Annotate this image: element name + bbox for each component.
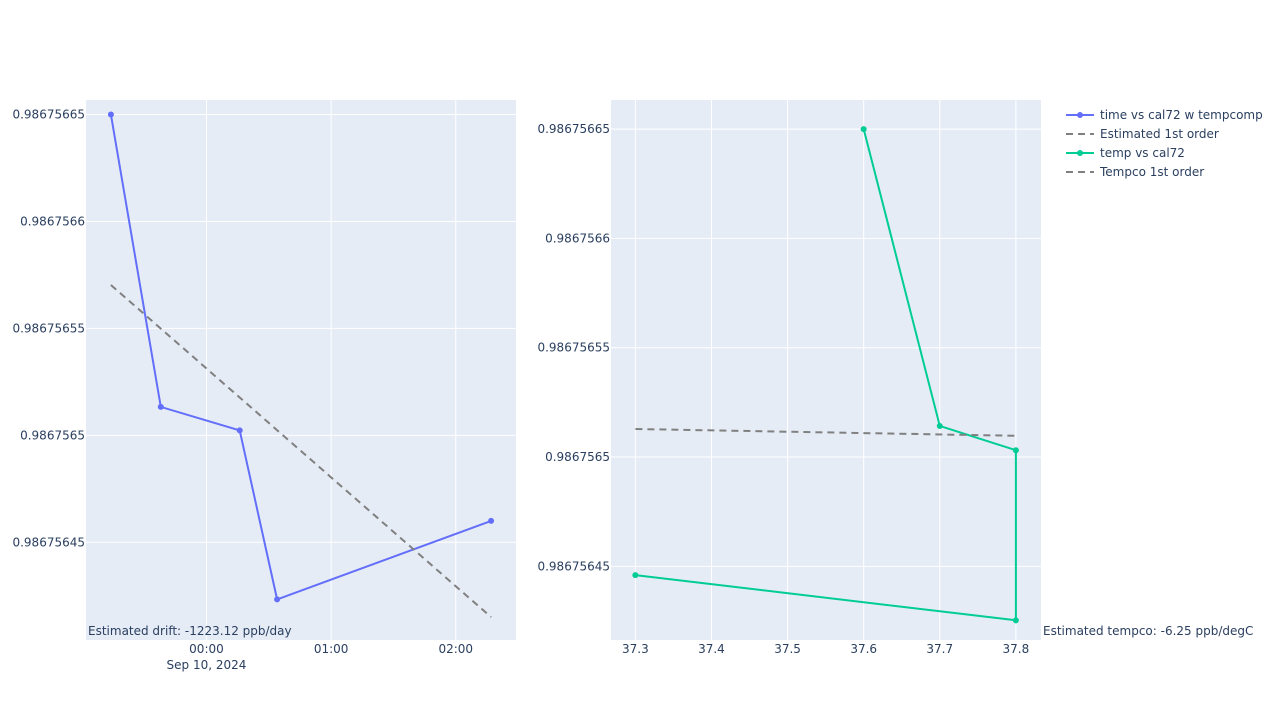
y-tick-label: 0.98675645 bbox=[537, 559, 610, 573]
plot-area bbox=[86, 100, 516, 640]
y-tick-label: 0.9867566 bbox=[20, 214, 85, 228]
y-tick-label: 0.98675655 bbox=[12, 321, 85, 335]
x-tick-label: 37.7 bbox=[926, 642, 953, 656]
x-tick-label: 37.5 bbox=[774, 642, 801, 656]
y-tick-label: 0.98675665 bbox=[537, 122, 610, 136]
legend-marker-swatch bbox=[1077, 112, 1083, 118]
y-tick-label: 0.9867566 bbox=[545, 231, 610, 245]
subplot-temperature: 37.3 37.4 37.5 37.6 37.7 37.8 0.98675645 0.9867… bbox=[537, 100, 1253, 656]
legend-label: Tempco 1st order bbox=[1099, 165, 1204, 179]
data-point-time-vs-cal72-w-tempcomp bbox=[107, 111, 114, 118]
legend-marker-swatch bbox=[1077, 150, 1083, 156]
x-tick-label: 37.6 bbox=[850, 642, 877, 656]
data-point-time-vs-cal72-w-tempcomp bbox=[157, 403, 164, 410]
plot-area bbox=[611, 100, 1041, 640]
data-point-temp-vs-cal72 bbox=[1012, 617, 1019, 624]
x-tick-label: 37.4 bbox=[698, 642, 725, 656]
series-line-tempco-1st-order bbox=[635, 428, 1016, 437]
data-point-temp-vs-cal72 bbox=[1012, 447, 1019, 454]
y-tick-label: 0.9867565 bbox=[545, 450, 610, 464]
legend-label: Estimated 1st order bbox=[1100, 127, 1219, 141]
annotation-text: Estimated drift: -1223.12 ppb/day bbox=[88, 624, 292, 638]
x-tick-label: 37.8 bbox=[1003, 642, 1030, 656]
x-tick-label: 01:00 bbox=[314, 642, 349, 656]
data-point-time-vs-cal72-w-tempcomp bbox=[274, 596, 281, 603]
annotation-text: Estimated tempco: -6.25 ppb/degC bbox=[1043, 624, 1253, 638]
data-point-time-vs-cal72-w-tempcomp bbox=[488, 517, 495, 524]
y-tick-label: 0.98675665 bbox=[12, 108, 85, 122]
x-tick-sublabel: Sep 10, 2024 bbox=[167, 658, 247, 672]
data-point-temp-vs-cal72 bbox=[860, 126, 867, 133]
x-tick-label: 00:00 bbox=[189, 642, 224, 656]
data-point-temp-vs-cal72 bbox=[936, 422, 943, 429]
legend: time vs cal72 w tempcomp Estimated 1st or… bbox=[1066, 108, 1263, 179]
y-tick-label: 0.98675655 bbox=[537, 341, 610, 355]
y-tick-label: 0.98675645 bbox=[12, 535, 85, 549]
x-tick-label: 02:00 bbox=[438, 642, 473, 656]
data-point-temp-vs-cal72 bbox=[632, 572, 639, 579]
data-point-time-vs-cal72-w-tempcomp bbox=[236, 427, 243, 434]
y-tick-label: 0.9867565 bbox=[20, 428, 85, 442]
series-line-estimated-1st-order bbox=[110, 284, 492, 618]
legend-label: time vs cal72 w tempcomp bbox=[1100, 108, 1263, 122]
subplot-time: 00:00 Sep 10, 2024 01:00 02:00 0.98675645 0.9… bbox=[12, 100, 516, 672]
legend-label: temp vs cal72 bbox=[1100, 146, 1185, 160]
x-tick-label: 37.3 bbox=[622, 642, 649, 656]
